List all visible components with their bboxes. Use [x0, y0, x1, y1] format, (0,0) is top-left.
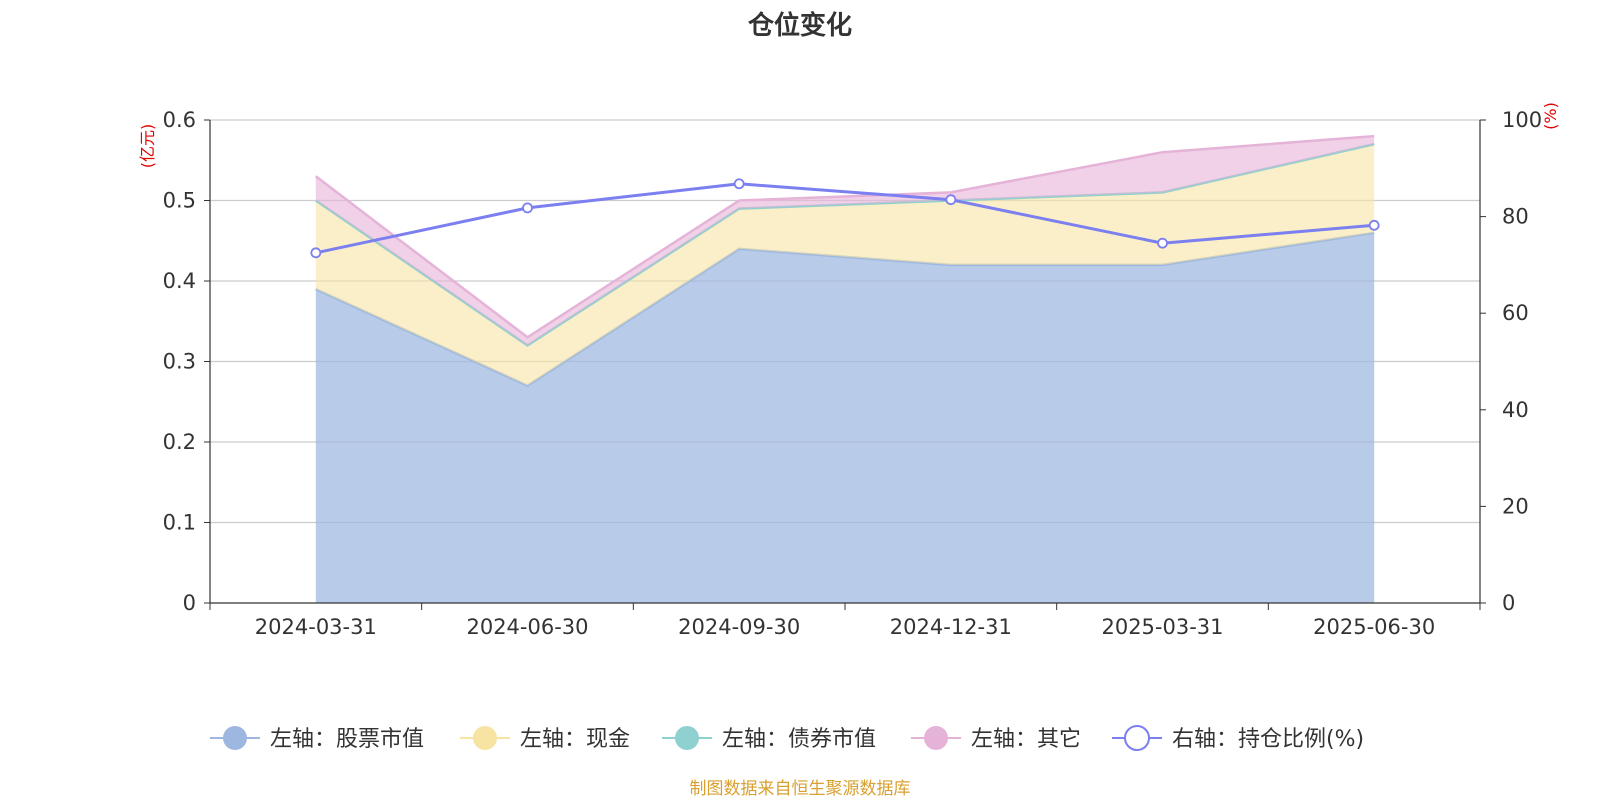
x-axis-tick-label: 2024-03-31 [255, 615, 377, 639]
legend: 左轴：股票市值 左轴：现金 左轴：债券市值 左轴：其它 右轴：持仓比例(%) [210, 725, 1364, 752]
left-axis-tick-label: 0.5 [163, 189, 196, 213]
area-0 [315, 232, 1375, 603]
axis-layer: 0 0.1 0.2 0.3 0.4 0.5 0.6 0 20 40 60 80 100 2024-03-3… [163, 108, 1543, 639]
footnote: 制图数据来自恒生聚源数据库 [690, 779, 911, 799]
x-axis-tick-label: 2024-09-30 [678, 615, 800, 639]
ratio-point [733, 178, 745, 190]
legend-label-1: 左轴：现金 [520, 727, 630, 752]
x-axis-tick-label: 2024-06-30 [466, 615, 588, 639]
ratio-line [315, 182, 1375, 255]
ratio-point [1157, 237, 1168, 249]
legend-marker-3 [924, 726, 948, 750]
legend-label-3: 左轴：其它 [971, 727, 1081, 752]
x-axis-tick-label: 2025-03-31 [1101, 615, 1223, 639]
line-layer [310, 178, 1380, 259]
area-layer [315, 134, 1375, 603]
right-axis-tick-label: 20 [1502, 494, 1529, 518]
left-axis-unit: (亿元) [138, 124, 157, 169]
left-axis-tick-label: 0.2 [163, 430, 196, 454]
right-axis-tick-label: 0 [1502, 591, 1515, 615]
left-axis-tick-label: 0.1 [163, 511, 196, 535]
legend-label-4: 右轴：持仓比例(%) [1172, 727, 1364, 752]
x-axis-tick-label: 2024-12-31 [890, 615, 1012, 639]
area-3 [315, 136, 1375, 346]
left-axis-tick-label: 0.4 [163, 269, 196, 293]
left-axis-tick-label: 0.6 [163, 108, 196, 132]
ratio-point [1368, 219, 1380, 231]
left-axis-tick-label: 0.3 [163, 350, 196, 374]
ratio-point [310, 247, 322, 259]
legend-marker-2 [675, 726, 699, 750]
legend-label-0: 左轴：股票市值 [270, 727, 424, 752]
right-axis-tick-label: 40 [1502, 398, 1529, 422]
right-axis-tick-label: 80 [1502, 205, 1529, 229]
area-edge-3 [315, 134, 1375, 339]
legend-label-2: 左轴：债券市值 [722, 727, 876, 752]
area-1 [315, 144, 1375, 386]
right-axis-unit: (%) [1541, 102, 1560, 130]
left-axis-tick-label: 0 [183, 591, 196, 615]
x-axis-tick-label: 2025-06-30 [1313, 615, 1435, 639]
right-axis-tick-label: 60 [1502, 301, 1529, 325]
ratio-point [522, 202, 533, 214]
legend-marker-4 [1124, 725, 1150, 751]
ratio-point [945, 194, 957, 206]
legend-marker-0 [223, 726, 247, 750]
legend-marker-1 [473, 726, 497, 750]
chart-title: 仓位变化 [747, 10, 852, 41]
right-axis-tick-label: 100 [1502, 108, 1542, 132]
